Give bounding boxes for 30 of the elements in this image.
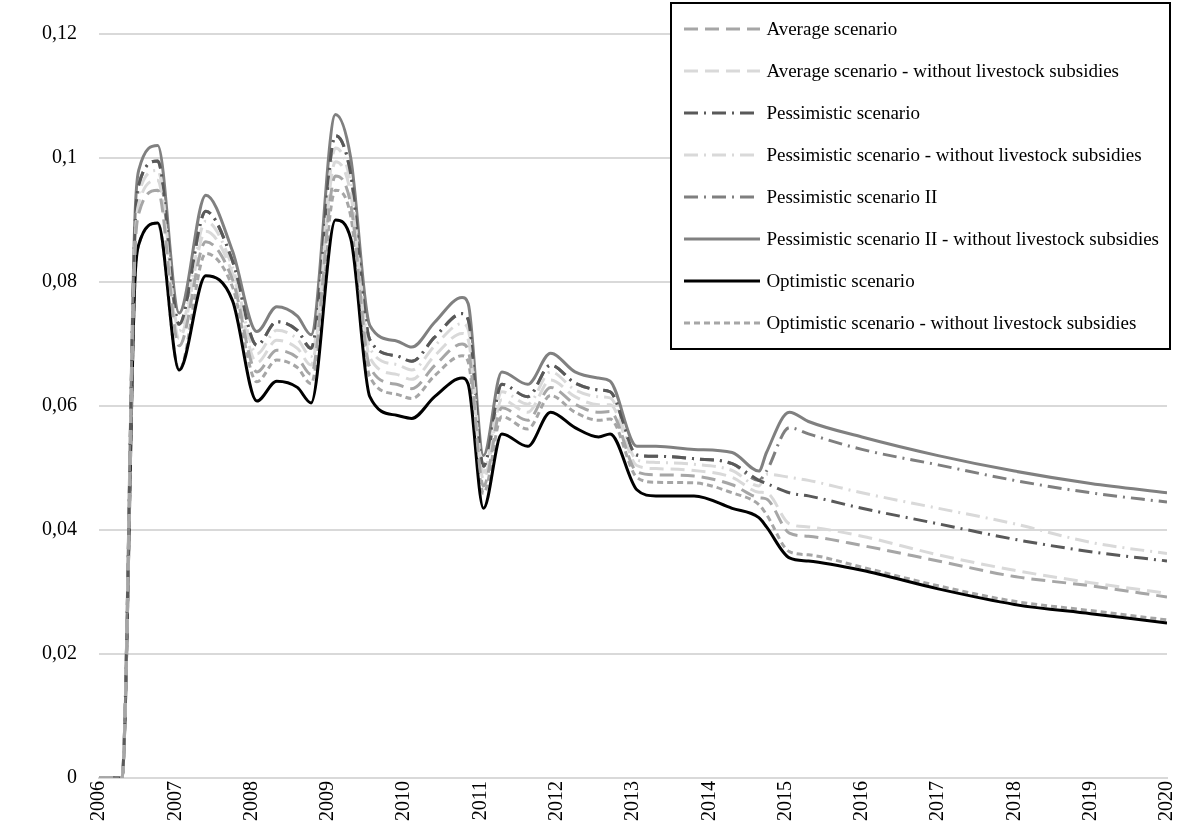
- x-tick-label: 2006: [86, 781, 109, 821]
- x-tick-label: 2011: [467, 781, 490, 821]
- x-tick-label: 2013: [620, 781, 643, 821]
- legend-label: Pessimistic scenario: [766, 102, 920, 124]
- x-tick-label: 2009: [315, 781, 338, 821]
- y-tick-label: 0,02: [42, 641, 77, 664]
- x-tick-label: 2018: [1001, 781, 1024, 821]
- legend-label: Pessimistic scenario II: [766, 186, 938, 208]
- y-tick-label: 0,08: [42, 269, 77, 292]
- x-tick-label: 2015: [772, 781, 795, 821]
- y-tick-label: 0,1: [52, 145, 77, 168]
- x-tick-label: 2012: [543, 781, 566, 821]
- x-tick-label: 2020: [1154, 781, 1177, 821]
- legend-label: Pessimistic scenario II - without livestock subsidies: [766, 228, 1159, 250]
- x-tick-label: 2019: [1077, 781, 1100, 821]
- x-tick-label: 2010: [391, 781, 414, 821]
- legend-label: Optimistic scenario: [766, 270, 915, 292]
- legend-label: Optimistic scenario - without livestock subsidies: [766, 312, 1137, 334]
- y-tick-label: 0,04: [42, 517, 77, 540]
- x-tick-label: 2014: [696, 781, 719, 821]
- legend-label: Average scenario: [766, 18, 898, 40]
- y-tick-label: 0: [67, 765, 77, 788]
- legend-label: Pessimistic scenario - without livestock subsidies: [766, 144, 1142, 166]
- legend-label: Average scenario - without livestock subsidies: [766, 60, 1120, 82]
- x-tick-label: 2016: [849, 781, 872, 821]
- x-tick-label: 2007: [162, 781, 185, 821]
- x-tick-label: 2017: [925, 781, 948, 821]
- y-tick-label: 0,12: [42, 21, 77, 44]
- x-tick-label: 2008: [238, 781, 261, 821]
- y-tick-label: 0,06: [42, 393, 77, 416]
